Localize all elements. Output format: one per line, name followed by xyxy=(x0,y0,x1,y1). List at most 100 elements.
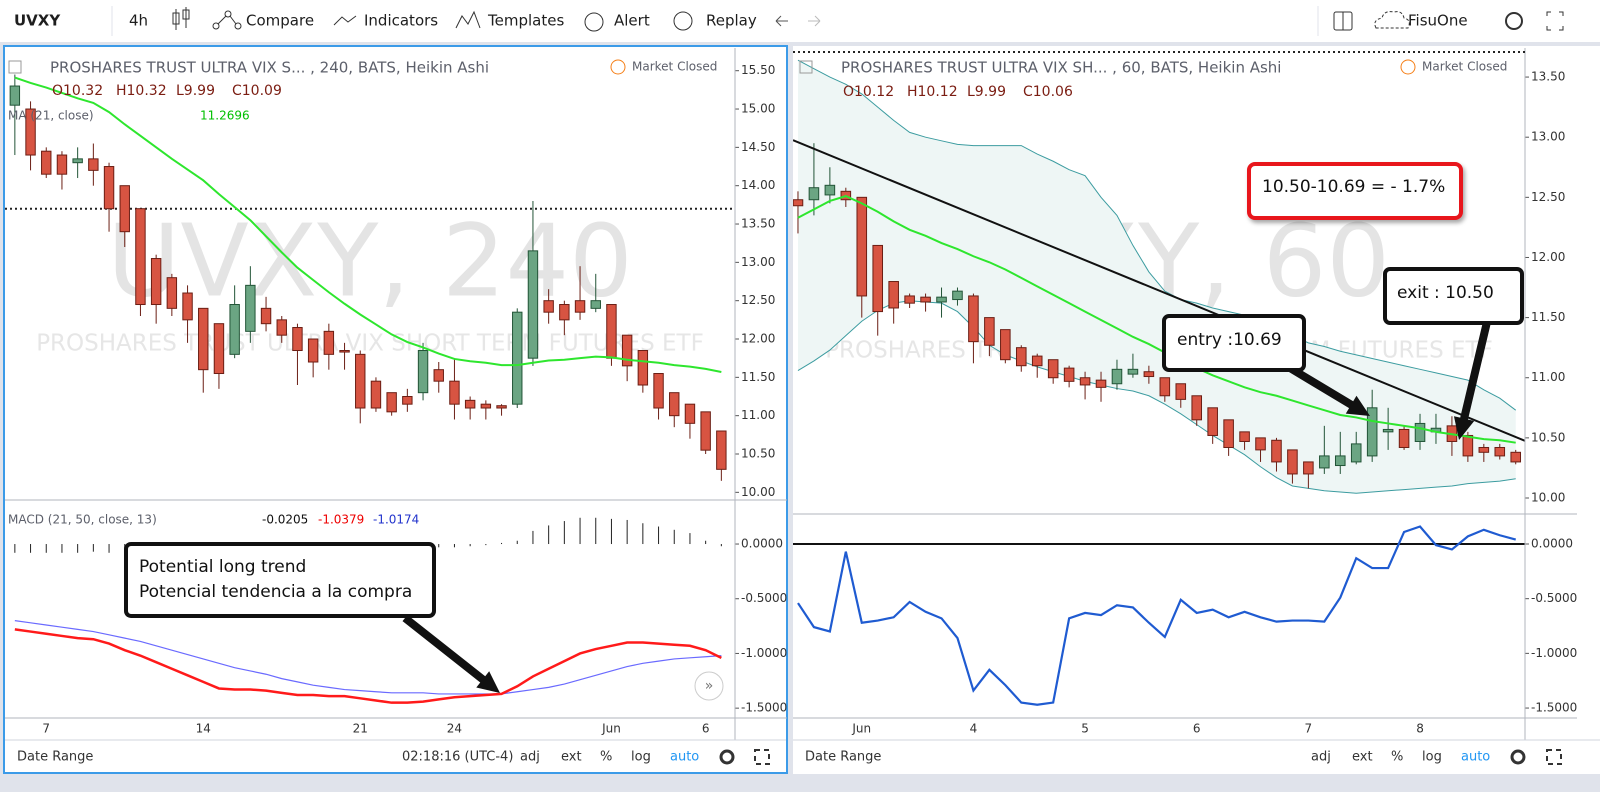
candle-body xyxy=(355,353,366,409)
y-tick-label: 13.00 xyxy=(741,255,775,269)
candle-body xyxy=(1095,379,1107,388)
indicator-value: -0.0205 xyxy=(262,513,308,527)
candle-body xyxy=(56,154,68,175)
ohlc-value: L9.99 xyxy=(176,83,215,99)
scale-button[interactable]: % xyxy=(600,750,612,765)
menu-item[interactable]: Indicators xyxy=(364,12,438,30)
x-tick-label: Jun xyxy=(851,722,871,736)
candle-body xyxy=(88,158,99,171)
candle-body xyxy=(1175,383,1187,400)
scale-button[interactable]: auto xyxy=(670,750,699,765)
scale-button[interactable]: adj xyxy=(1311,750,1331,765)
candle-body xyxy=(1239,431,1250,442)
cloud-icon xyxy=(1374,11,1410,29)
chart-style-icon[interactable] xyxy=(172,7,190,30)
undo[interactable] xyxy=(775,15,788,27)
candle-body xyxy=(72,158,83,164)
candle-body xyxy=(1143,371,1155,378)
candle-body xyxy=(402,396,413,405)
candle-body xyxy=(449,380,460,405)
indicator-value: -1.0379 xyxy=(318,513,364,527)
scroll-button[interactable] xyxy=(694,671,724,701)
candle-body xyxy=(606,304,617,359)
menu-item[interactable]: Compare xyxy=(246,12,314,30)
y-tick-label: 12.50 xyxy=(1531,190,1565,204)
fullscreen-icon[interactable] xyxy=(1546,11,1564,31)
x-tick-label: 7 xyxy=(42,722,50,736)
candle-body xyxy=(793,199,804,207)
scale-button[interactable]: ext xyxy=(561,750,582,765)
y-tick-label: 11.50 xyxy=(741,370,775,384)
ohlc-value: H10.12 xyxy=(907,84,958,100)
y-tick-label: -1.5000 xyxy=(741,701,787,715)
candle-body xyxy=(496,405,507,409)
exit-box xyxy=(1383,267,1524,325)
y-tick-label: 10.00 xyxy=(741,485,775,499)
candle-body xyxy=(166,277,178,309)
menu-item[interactable]: Templates xyxy=(487,12,564,30)
scale-button[interactable]: ext xyxy=(1352,750,1373,765)
interval[interactable]: 4h xyxy=(129,12,148,30)
candle-body xyxy=(1255,437,1266,451)
settings-icon[interactable] xyxy=(1505,12,1523,30)
toolbar-items: UVXY 4h Compare Indicators Templates Ale… xyxy=(14,6,1564,36)
scale-button[interactable]: adj xyxy=(520,750,540,765)
note-text: Potential long trend xyxy=(139,557,306,577)
entry-text: entry :10.69 xyxy=(1177,330,1282,350)
candle-body xyxy=(1159,377,1171,397)
candle-body xyxy=(182,292,193,321)
fullscreen-icon[interactable] xyxy=(1546,749,1562,765)
menu-item[interactable]: Replay xyxy=(706,12,757,30)
symbol[interactable]: UVXY xyxy=(14,12,61,30)
candle-body xyxy=(904,295,915,304)
x-tick-label: 21 xyxy=(353,722,368,736)
y-tick-label: -0.5000 xyxy=(741,591,787,605)
fullscreen-icon[interactable] xyxy=(754,749,770,765)
band-fill xyxy=(797,60,1516,494)
candle-body xyxy=(936,296,947,303)
watermark-sub: PROSHARES TRUST ULTRA VIX SHORT TERM FUT… xyxy=(36,331,704,357)
market-status: Market Closed xyxy=(1422,60,1507,74)
candle-body xyxy=(1287,449,1298,475)
candle-body xyxy=(856,196,868,297)
settings-icon[interactable] xyxy=(1510,749,1526,765)
candle-body xyxy=(1462,434,1474,457)
series-title: PROSHARES TRUST ULTRA VIX S... , 240, BA… xyxy=(50,59,489,77)
date-range[interactable]: Date Range xyxy=(17,750,93,765)
settings-icon[interactable] xyxy=(719,749,735,765)
y-tick-label: 10.00 xyxy=(1531,491,1565,505)
candle-body xyxy=(307,338,319,363)
exit-text: exit : 10.50 xyxy=(1397,283,1494,303)
arrow xyxy=(1277,358,1370,416)
y-tick-label: 14.00 xyxy=(741,178,775,192)
candle-body xyxy=(1350,443,1362,463)
y-tick-label: -1.0000 xyxy=(741,646,787,660)
y-tick-label: 13.50 xyxy=(741,217,775,231)
ohlc-value: O10.12 xyxy=(843,84,894,100)
y-tick-label: 11.50 xyxy=(1531,310,1565,324)
layout-name[interactable]: FisuOne xyxy=(1408,12,1468,30)
candle-body xyxy=(984,317,995,346)
ohlc-value: O10.32 xyxy=(52,83,103,99)
scale-button[interactable]: log xyxy=(1422,750,1442,765)
result-box xyxy=(1247,162,1463,220)
candle-body xyxy=(119,185,130,233)
status-icon xyxy=(610,59,626,75)
candle-body xyxy=(464,399,476,409)
candle-body xyxy=(1271,439,1282,463)
scale-button[interactable]: % xyxy=(1391,750,1403,765)
scale-button[interactable]: log xyxy=(631,750,651,765)
redo[interactable] xyxy=(808,15,821,27)
candle-body xyxy=(1414,422,1426,442)
band-upper xyxy=(797,59,1517,411)
indicator-label: MA (21, close) xyxy=(8,109,94,123)
scale-button[interactable]: auto xyxy=(1461,750,1490,765)
date-range[interactable]: Date Range xyxy=(805,750,881,765)
menu-item[interactable]: Alert xyxy=(614,12,650,30)
candle-body xyxy=(574,300,586,313)
candle-body xyxy=(653,373,664,409)
moving-average xyxy=(797,195,1516,444)
indicator-label: MACD (21, 50, close, 13) xyxy=(8,513,157,527)
candle-body xyxy=(417,350,429,394)
